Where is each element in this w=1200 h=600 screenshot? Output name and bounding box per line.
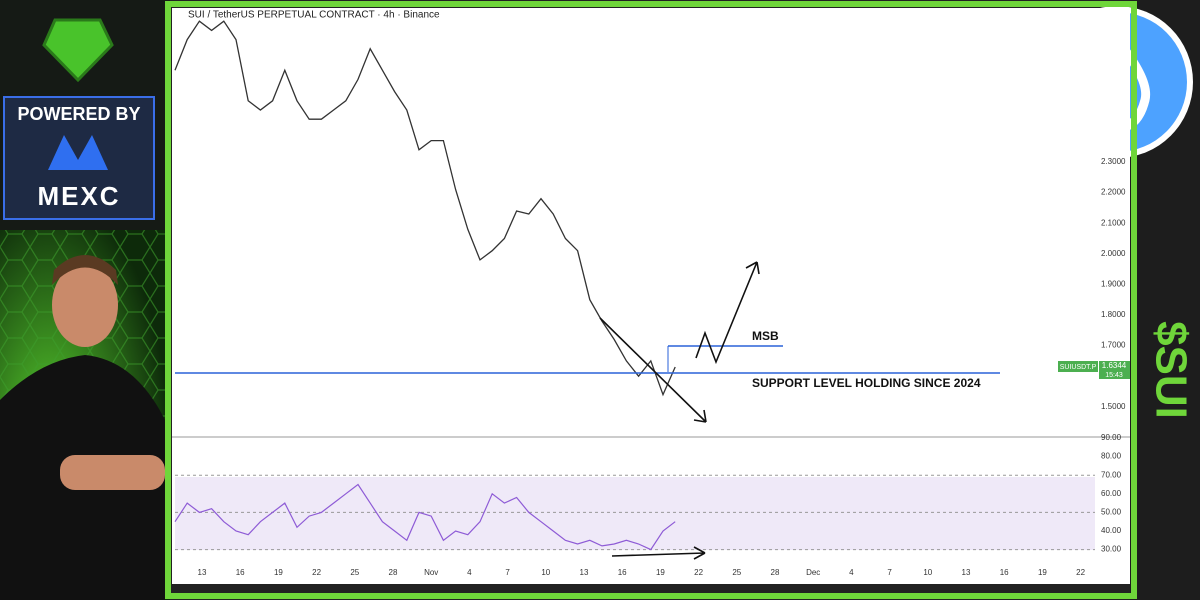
symbol-label: SUIUSDT.P [1060, 364, 1097, 371]
presenter-head [52, 263, 118, 347]
plot: 2.3000 2.2000 2.1000 2.0000 1.9000 1.8000 1.70… [174, 20, 1126, 577]
x-tick-label: 13 [962, 568, 971, 577]
x-tick-label: Dec [806, 568, 820, 577]
rsi-tick-label: 50.00 [1101, 508, 1122, 517]
down-arrow [599, 317, 707, 423]
x-tick-label: 16 [236, 568, 245, 577]
brand-name: MEXC [37, 181, 120, 211]
rsi-tick-label: 60.00 [1101, 489, 1122, 498]
x-tick-label: 4 [467, 568, 472, 577]
x-tick-label: 4 [849, 568, 854, 577]
powered-by: POWERED BY [17, 104, 140, 124]
rsi-tick-label: 90.00 [1101, 433, 1122, 442]
x-tick-label: 28 [771, 568, 780, 577]
presenter-hair [52, 255, 118, 285]
price-tick-label: 1.9000 [1101, 280, 1126, 289]
price-tick-label: 2.3000 [1101, 157, 1126, 166]
logo-badge [42, 18, 114, 83]
rsi-arrow [611, 546, 706, 560]
x-tick-label: 25 [350, 568, 359, 577]
x-tick-label: 13 [580, 568, 589, 577]
price-line [174, 20, 676, 397]
x-tick-label: 22 [1076, 568, 1085, 577]
up-arrow [695, 261, 760, 365]
last-price: 1.6344 [1102, 361, 1127, 370]
x-tick-label: 10 [541, 568, 550, 577]
rsi-band [175, 477, 1095, 550]
x-tick-label: 19 [274, 568, 283, 577]
x-tick-label: 19 [656, 568, 665, 577]
countdown: 15:43 [1105, 372, 1123, 379]
rsi-tick-label: 30.00 [1101, 545, 1122, 554]
chart-frame [165, 1, 1137, 599]
rsi-tick-label: 70.00 [1101, 470, 1122, 479]
x-tick-label: 7 [887, 568, 892, 577]
rsi-line [174, 483, 676, 551]
arrows [599, 261, 760, 560]
rsi-tick-label: 40.00 [1101, 526, 1122, 535]
price-tag [1099, 361, 1130, 379]
support-label: SUPPORT LEVEL HOLDING SINCE 2024 [752, 376, 981, 390]
symbol-tag [1058, 361, 1098, 372]
sponsor-box [3, 96, 155, 220]
rsi-tick-label: 80.00 [1101, 452, 1122, 461]
x-tick-label: 16 [618, 568, 627, 577]
x-tick-label: 7 [505, 568, 510, 577]
presenter [0, 255, 165, 600]
x-tick-label: Nov [424, 568, 438, 577]
ticker: $SUI [1146, 321, 1195, 419]
x-tick-label: 10 [923, 568, 932, 577]
price-tick-label: 2.1000 [1101, 218, 1126, 227]
x-tick-label: 22 [312, 568, 321, 577]
price-tick-label: 1.5000 [1101, 402, 1126, 411]
x-tick-label: 16 [1000, 568, 1009, 577]
x-tick-label: 28 [389, 568, 398, 577]
x-tick-label: 19 [1038, 568, 1047, 577]
price-tick-label: 1.7000 [1101, 341, 1126, 350]
price-tick-label: 2.2000 [1101, 188, 1126, 197]
price-tick-label: 1.8000 [1101, 310, 1126, 319]
mexc-icon [48, 135, 108, 170]
msb-label: MSB [752, 329, 779, 343]
x-tick-label: 22 [694, 568, 703, 577]
presenter-arms [60, 455, 165, 490]
x-tick-label: 13 [198, 568, 207, 577]
x-tick-label: 25 [732, 568, 741, 577]
chart-title: SUI / TetherUS PERPETUAL CONTRACT · 4h ·… [188, 10, 440, 21]
price-tick-label: 2.0000 [1101, 249, 1126, 258]
